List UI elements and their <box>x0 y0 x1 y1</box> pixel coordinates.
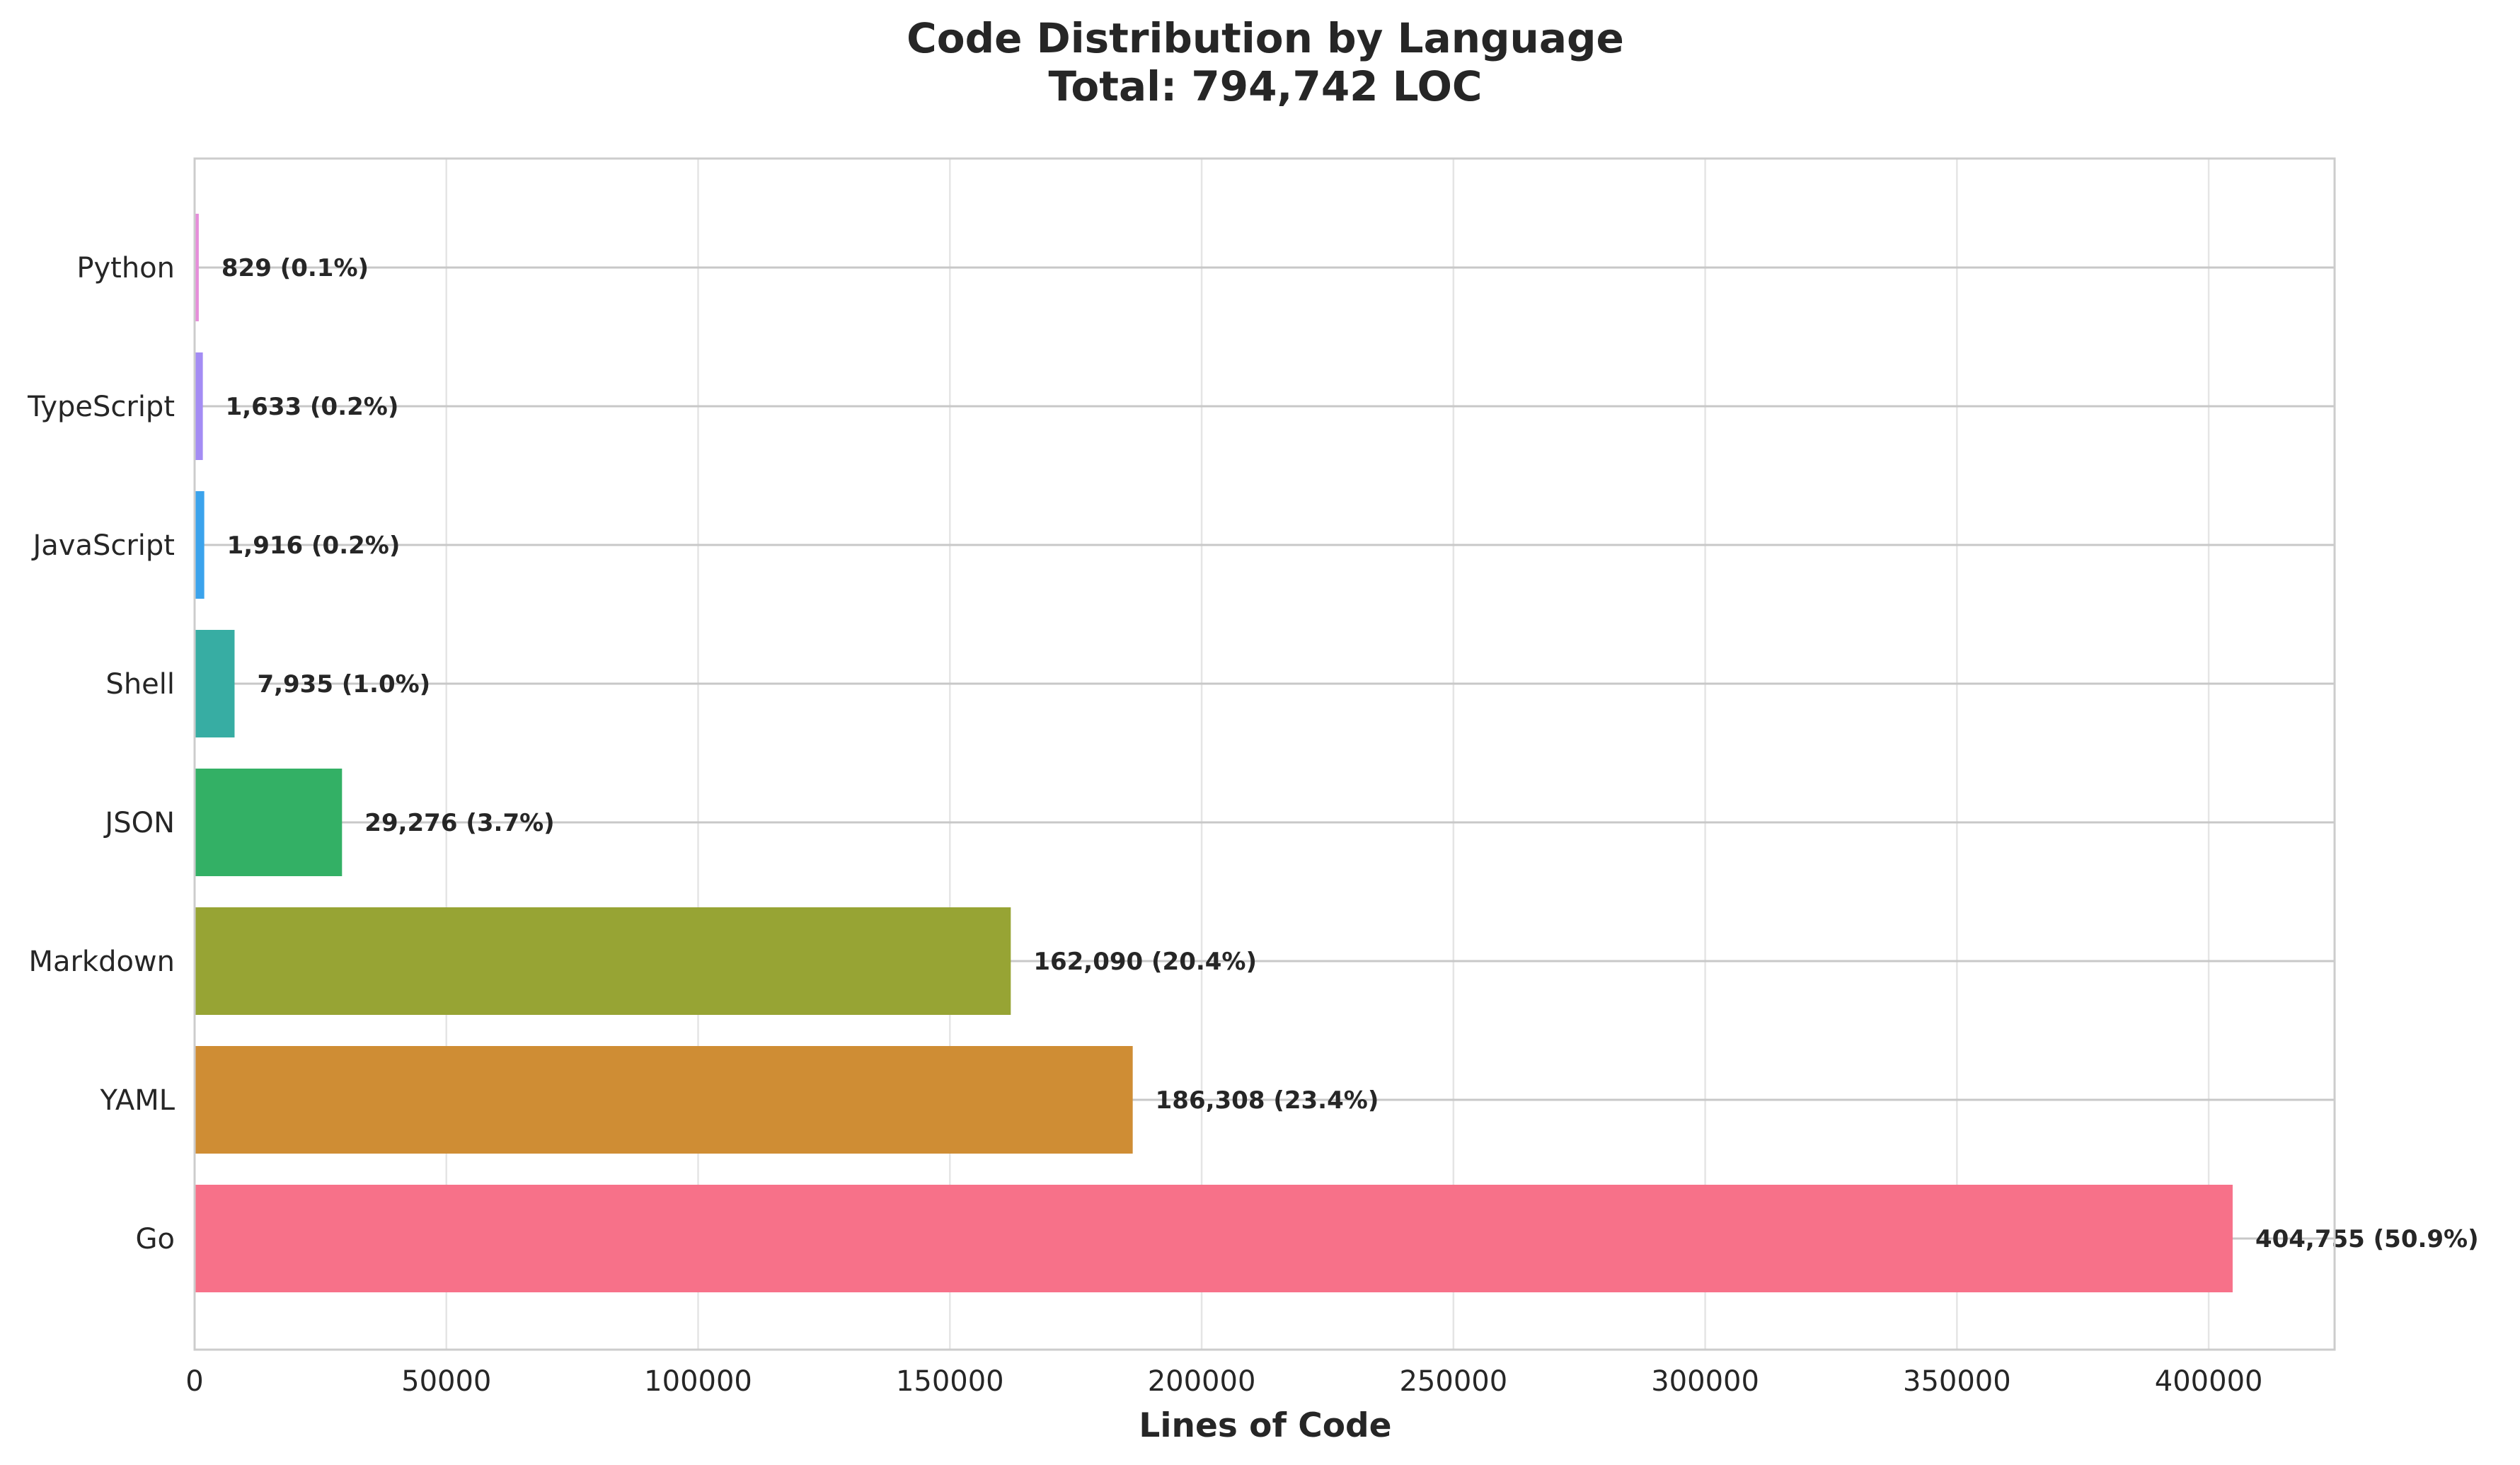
bar-python <box>195 214 199 321</box>
data-label-yaml: 186,308 (23.4%) <box>1156 1086 1379 1115</box>
y-tick-label-shell: Shell <box>105 668 175 701</box>
y-tick-labels: Go YAML Markdown JSON Shell JavaScript TypeScr… <box>27 252 176 1256</box>
y-tick-label-typescript: TypeScript <box>27 391 175 423</box>
y-tick-label-json: JSON <box>103 807 175 839</box>
x-tick-label: 250000 <box>1399 1365 1507 1398</box>
y-tick-label-javascript: JavaScript <box>30 529 175 562</box>
x-tick-label: 0 <box>185 1365 203 1398</box>
x-axis-label: Lines of Code <box>1139 1406 1391 1445</box>
bar-javascript <box>195 491 205 599</box>
data-label-json: 29,276 (3.7%) <box>364 809 554 837</box>
data-label-typescript: 1,633 (0.2%) <box>226 393 399 421</box>
bar-markdown <box>195 907 1011 1015</box>
bar-shell <box>195 630 235 737</box>
x-tick-label: 100000 <box>644 1365 752 1398</box>
data-label-javascript: 1,916 (0.2%) <box>227 532 401 560</box>
plot-frame <box>193 157 2336 1351</box>
bar-json <box>195 769 343 876</box>
chart-title-line2: Total: 794,742 LOC <box>1049 62 1483 110</box>
bar-go <box>195 1185 2233 1292</box>
bar-typescript <box>195 352 203 460</box>
data-labels: 404,755 (50.9%) 186,308 (23.4%) 162,090 (2… <box>221 254 2479 1253</box>
x-tick-label: 350000 <box>1903 1365 2011 1398</box>
chart-title-line1: Code Distribution by Language <box>907 14 1624 62</box>
bars <box>195 214 2233 1292</box>
x-tick-label: 150000 <box>896 1365 1004 1398</box>
y-tick-label-markdown: Markdown <box>28 946 175 978</box>
y-tick-label-go: Go <box>136 1223 175 1256</box>
y-tick-label-yaml: YAML <box>100 1084 176 1117</box>
x-tick-label: 50000 <box>401 1365 491 1398</box>
x-tick-label: 400000 <box>2155 1365 2263 1398</box>
data-label-python: 829 (0.1%) <box>221 254 369 282</box>
x-tick-label: 300000 <box>1651 1365 1759 1398</box>
y-tick-label-python: Python <box>76 252 175 285</box>
bar-yaml <box>195 1046 1133 1154</box>
data-label-go: 404,755 (50.9%) <box>2255 1225 2479 1253</box>
data-label-markdown: 162,090 (20.4%) <box>1033 948 1257 976</box>
x-tick-labels: 0 50000 100000 150000 200000 250000 300000 3500… <box>185 1365 2262 1398</box>
data-label-shell: 7,935 (1.0%) <box>257 670 430 699</box>
x-tick-label: 200000 <box>1148 1365 1256 1398</box>
